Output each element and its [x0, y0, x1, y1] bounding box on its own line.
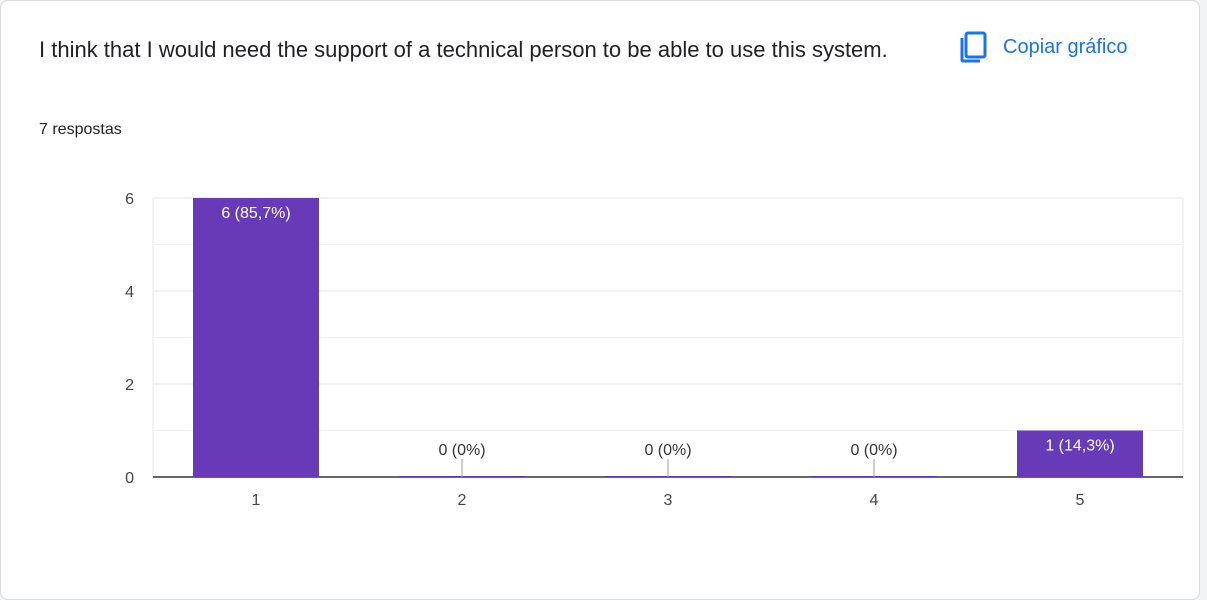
x-tick-label: 2: [458, 492, 467, 509]
copy-chart-label: Copiar gráfico: [1003, 35, 1128, 58]
y-tick-label: 6: [125, 191, 134, 208]
response-count: 7 respostas: [39, 121, 122, 138]
bar[interactable]: [193, 198, 319, 477]
data-label: 1 (14,3%): [1045, 438, 1114, 455]
x-axis-labels: 1 2 3 4 5: [252, 492, 1085, 509]
y-tick-label: 0: [125, 470, 134, 487]
y-tick-label: 4: [125, 284, 134, 301]
x-tick-label: 1: [252, 492, 261, 509]
data-label: 0 (0%): [644, 442, 691, 459]
data-labels: 6 (85,7%) 0 (0%) 0 (0%) 0 (0%) 1 (14,3%): [221, 205, 1115, 477]
bar[interactable]: [1017, 430, 1143, 478]
data-label: 6 (85,7%): [221, 205, 290, 222]
x-tick-label: 4: [870, 492, 879, 509]
data-label: 0 (0%): [850, 442, 897, 459]
x-tick-label: 3: [664, 492, 673, 509]
y-axis-ticks: 0 2 4 6: [125, 191, 134, 487]
bar-chart: 0 2 4 6 1 2 3 4 5 6 (85,7%) 0 (0%) 0 (0%) 0 (0%) 1 …: [125, 191, 1184, 509]
copy-chart-button[interactable]: Copiar gráfico: [959, 29, 1128, 65]
copy-icon: [960, 31, 987, 63]
data-label: 0 (0%): [438, 442, 485, 459]
y-tick-label: 2: [125, 377, 134, 394]
x-tick-label: 5: [1076, 492, 1085, 509]
question-title: I think that I would need the support of…: [39, 37, 888, 62]
